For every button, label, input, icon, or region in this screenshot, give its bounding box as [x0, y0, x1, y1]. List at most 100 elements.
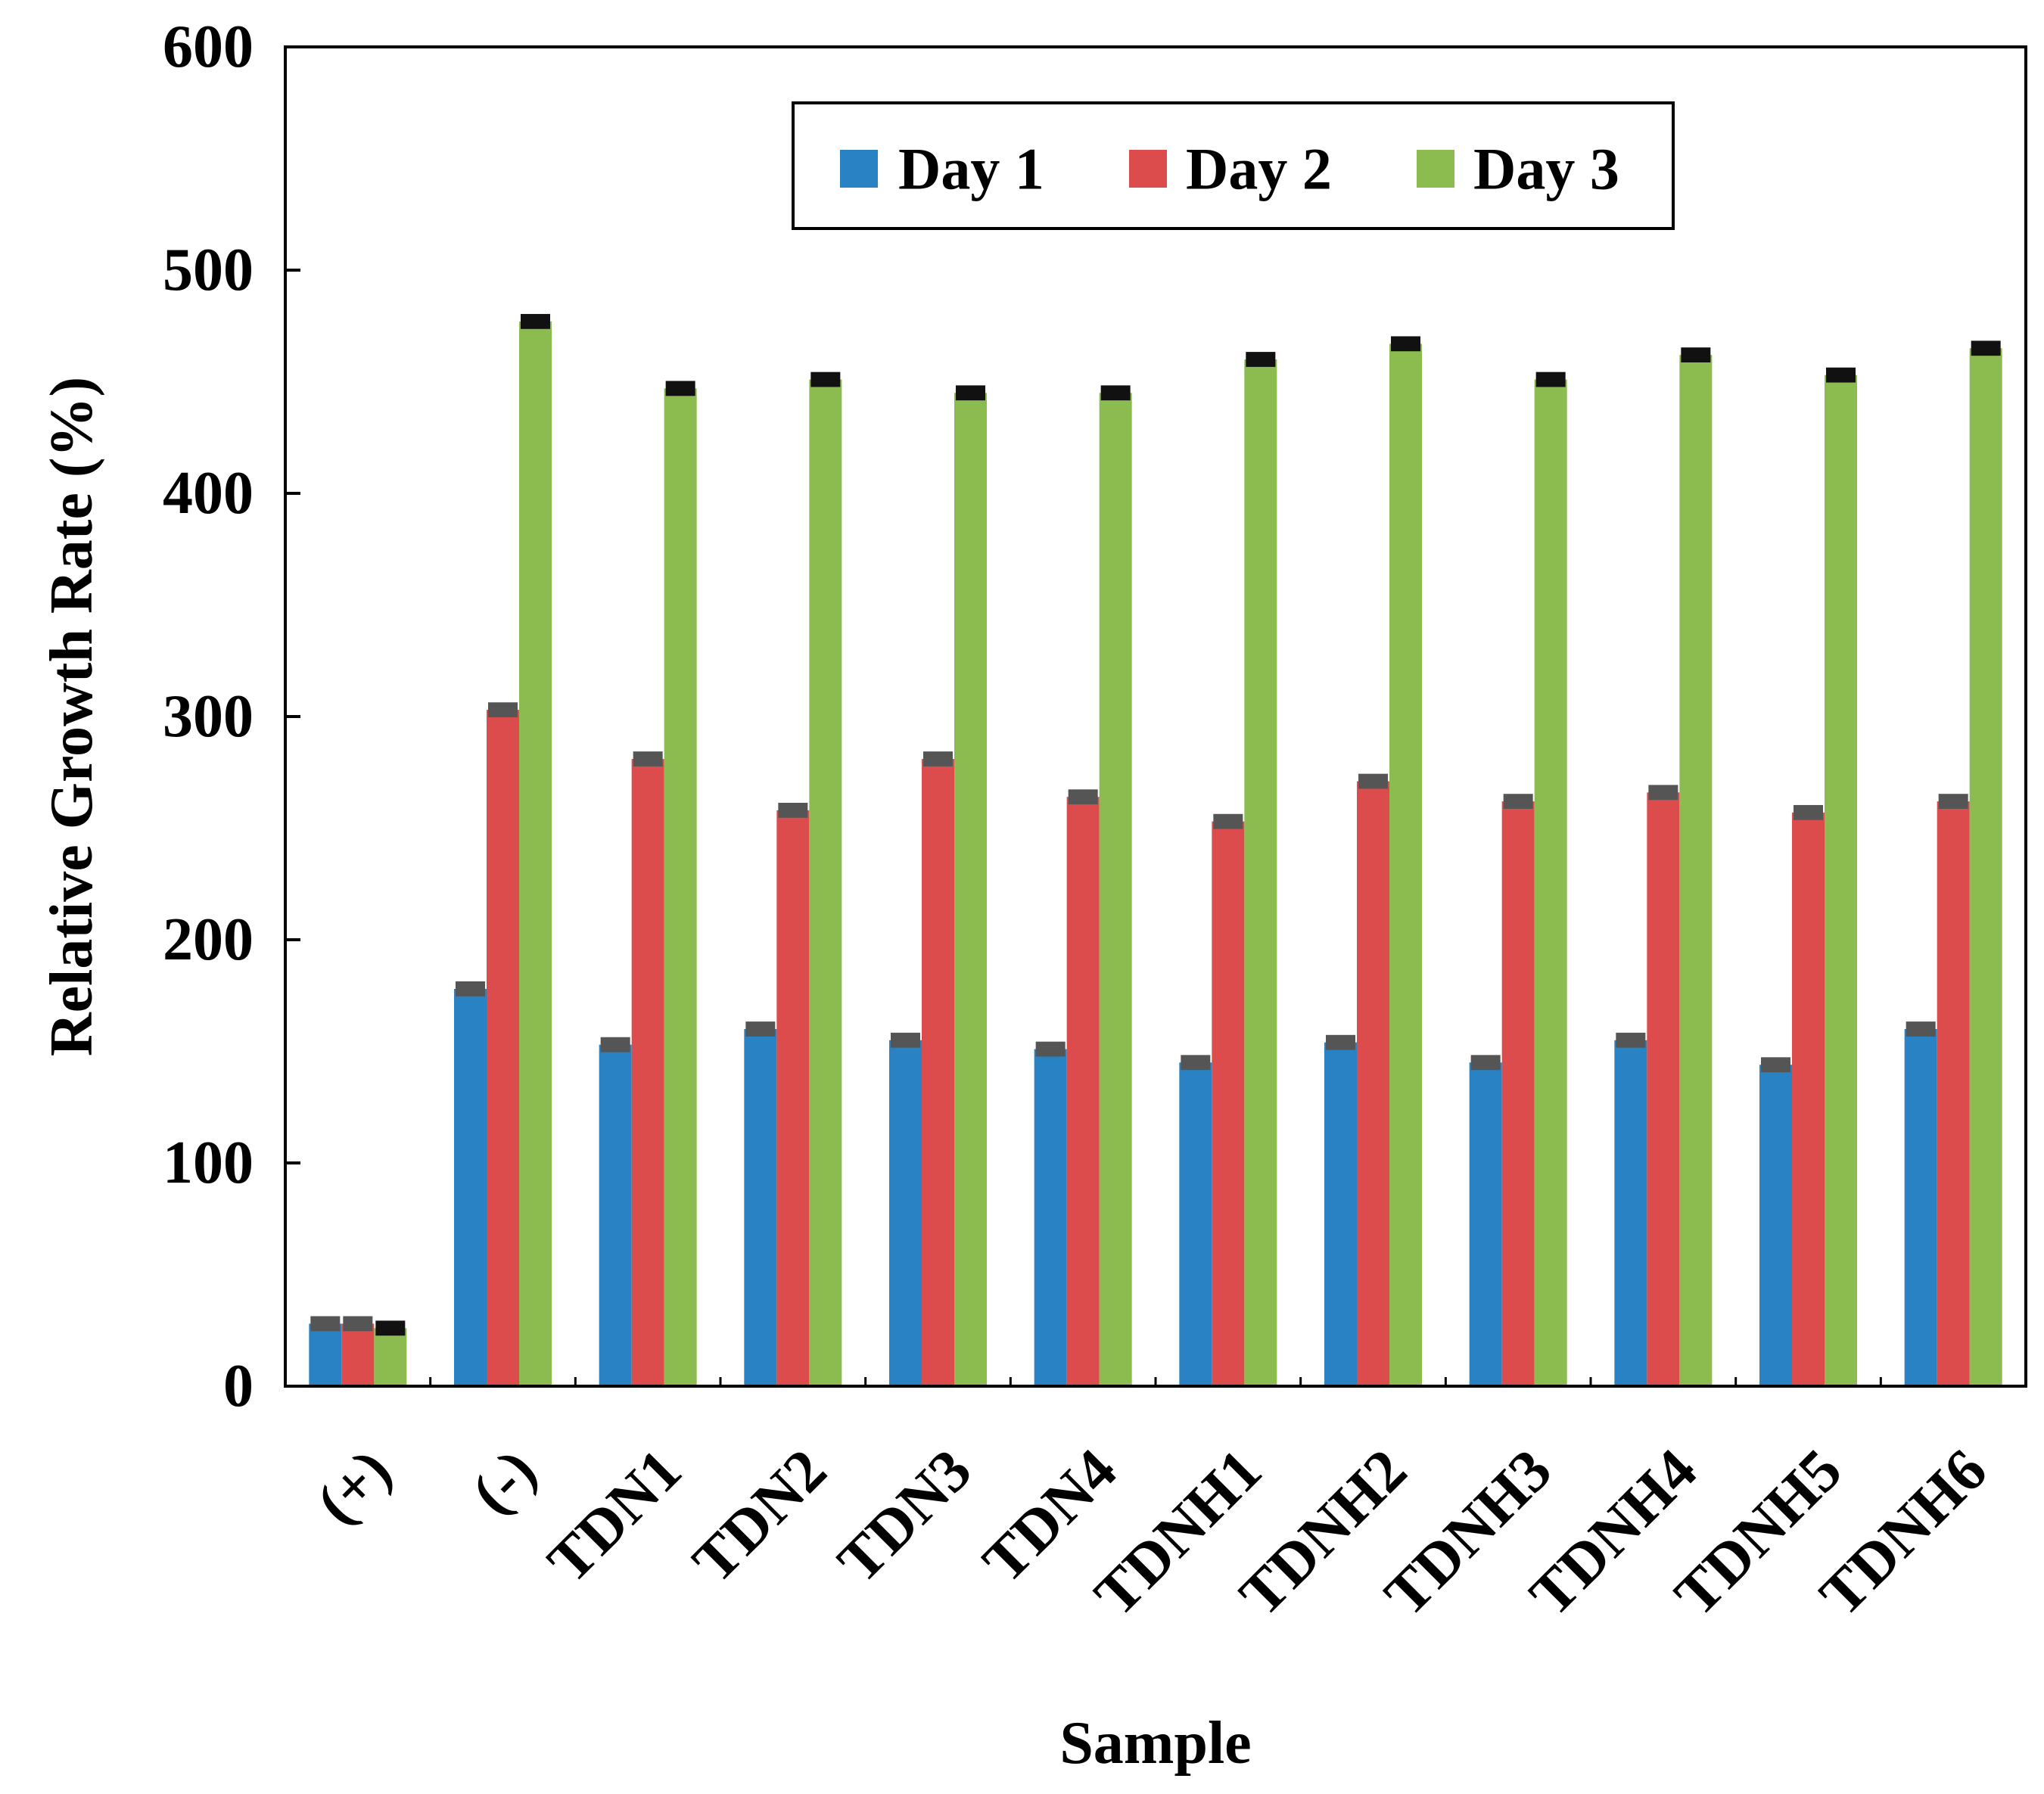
- bar-tdnh1-day-1: [1179, 1062, 1212, 1386]
- y-tick-label-100: 100: [163, 1130, 254, 1196]
- error-bar-tdn4-day-1: [1035, 1041, 1066, 1057]
- bars-layer: [309, 321, 2002, 1387]
- bar-tdnh6-day-3: [1969, 348, 2002, 1386]
- x-tick-label-tdn2: TDN2: [680, 1437, 839, 1596]
- error-bar-tdnh3-day-3: [1535, 372, 1566, 387]
- error-bar-tdnh6-day-3: [1971, 340, 2001, 356]
- error-bar-tdn4-day-3: [1100, 385, 1131, 401]
- bar-tdn3-day-3: [954, 393, 987, 1386]
- error-bar-positive-day-1: [310, 1316, 341, 1332]
- error-bar-tdnh4-day-1: [1616, 1032, 1646, 1048]
- legend-swatch-day-3: [1417, 150, 1454, 188]
- bar-tdn4-day-2: [1066, 797, 1100, 1386]
- error-bar-tdn1-day-2: [633, 751, 663, 766]
- bar-tdnh6-day-2: [1937, 801, 1970, 1386]
- bar-tdnh3-day-2: [1501, 801, 1535, 1386]
- bar-tdnh1-day-2: [1212, 821, 1245, 1386]
- bar-negative-day-2: [487, 710, 519, 1386]
- legend-swatch-day-2: [1129, 150, 1167, 188]
- error-bar-tdnh1-day-2: [1213, 813, 1243, 829]
- bar-tdn1-day-1: [599, 1044, 632, 1386]
- bar-tdn2-day-3: [809, 379, 842, 1386]
- bar-tdnh1-day-3: [1244, 359, 1277, 1386]
- bar-negative-day-3: [519, 321, 552, 1387]
- error-bar-tdn1-day-1: [600, 1037, 630, 1052]
- bar-tdnh4-day-1: [1614, 1040, 1647, 1386]
- error-bar-tdn4-day-2: [1068, 789, 1098, 805]
- y-ticks-layer: 0 100 200 300 400 500 600: [163, 14, 1882, 1419]
- error-bar-tdnh2-day-2: [1358, 773, 1388, 789]
- error-bar-tdnh6-day-2: [1938, 794, 1968, 809]
- bar-tdnh5-day-2: [1792, 812, 1825, 1386]
- bar-negative-day-1: [454, 988, 487, 1386]
- bar-tdn4-day-1: [1034, 1049, 1067, 1386]
- y-tick-label-600: 600: [163, 14, 254, 80]
- bar-tdn4-day-3: [1099, 393, 1132, 1386]
- error-bar-tdnh2-day-1: [1326, 1034, 1355, 1050]
- bar-tdn2-day-1: [744, 1029, 777, 1386]
- x-tick-label-tdn1: TDN1: [535, 1437, 694, 1596]
- error-bar-tdn2-day-2: [778, 803, 808, 818]
- y-tick-label-0: 0: [223, 1353, 254, 1419]
- y-axis-label: Relative Growth Rate (%): [39, 377, 105, 1056]
- error-bar-tdnh4-day-3: [1681, 347, 1711, 362]
- bar-positive-day-3: [374, 1328, 407, 1386]
- error-bar-tdnh5-day-3: [1826, 367, 1856, 383]
- error-bar-negative-day-1: [456, 981, 485, 996]
- bar-tdn3-day-1: [889, 1040, 922, 1386]
- x-tick-label-negative: (-): [459, 1437, 549, 1527]
- legend-label-day-1: Day 1: [898, 136, 1044, 202]
- error-bar-tdnh5-day-2: [1794, 804, 1823, 820]
- error-bar-tdnh3-day-1: [1470, 1055, 1501, 1071]
- bar-tdnh5-day-1: [1759, 1065, 1792, 1386]
- bar-tdnh6-day-1: [1904, 1029, 1937, 1386]
- bar-tdnh2-day-1: [1324, 1042, 1357, 1386]
- error-bar-tdn3-day-3: [956, 385, 985, 401]
- error-bar-tdnh1-day-3: [1246, 352, 1276, 367]
- x-tick-label-tdn3: TDN3: [826, 1437, 985, 1596]
- bar-tdnh2-day-3: [1389, 344, 1422, 1387]
- error-bar-tdnh6-day-1: [1906, 1021, 1936, 1037]
- legend: Day 1 Day 2 Day 3: [792, 101, 1675, 230]
- y-tick-label-400: 400: [163, 460, 254, 527]
- error-bar-tdnh2-day-3: [1391, 336, 1420, 352]
- legend-swatch-day-1: [840, 150, 878, 188]
- error-bar-tdn3-day-2: [923, 751, 953, 766]
- error-bar-tdnh5-day-1: [1761, 1057, 1790, 1073]
- error-bar-positive-day-3: [375, 1320, 406, 1336]
- error-bar-negative-day-3: [521, 313, 550, 329]
- error-bars-layer: [310, 313, 2001, 1336]
- bar-positive-day-1: [309, 1323, 342, 1386]
- legend-label-day-2: Day 2: [1186, 136, 1332, 202]
- bar-tdnh5-day-3: [1825, 375, 1857, 1386]
- bar-tdn1-day-3: [664, 388, 697, 1386]
- y-tick-label-300: 300: [163, 683, 254, 750]
- plot-frame: [284, 45, 2027, 1388]
- error-bar-positive-day-2: [343, 1316, 373, 1332]
- bar-tdnh4-day-3: [1679, 355, 1713, 1387]
- x-tick-labels-layer: (+) (-)TDN1TDN2TDN3TDN4TDNH1TDNH2TDNH3TDN…: [304, 1437, 1999, 1629]
- error-bar-tdnh3-day-2: [1503, 794, 1533, 809]
- legend-label-day-3: Day 3: [1473, 136, 1619, 202]
- bar-tdn3-day-2: [922, 759, 954, 1386]
- error-bar-tdn3-day-1: [891, 1032, 920, 1048]
- error-bar-tdn1-day-3: [665, 381, 695, 396]
- error-bar-tdn2-day-3: [810, 372, 841, 387]
- bar-tdn2-day-2: [776, 810, 810, 1386]
- bar-tdnh3-day-3: [1534, 379, 1567, 1386]
- bar-positive-day-2: [341, 1323, 375, 1386]
- y-tick-label-500: 500: [163, 237, 254, 303]
- error-bar-tdnh1-day-1: [1181, 1055, 1211, 1071]
- y-tick-label-200: 200: [163, 906, 254, 973]
- error-bar-tdnh4-day-2: [1648, 785, 1678, 801]
- legend-frame: [792, 101, 1675, 230]
- bar-tdnh3-day-1: [1469, 1062, 1502, 1386]
- error-bar-tdn2-day-1: [745, 1021, 776, 1037]
- bar-tdnh2-day-2: [1357, 781, 1389, 1386]
- bar-tdnh4-day-2: [1647, 792, 1680, 1386]
- error-bar-negative-day-2: [488, 702, 518, 718]
- bar-tdn1-day-2: [631, 759, 664, 1386]
- x-axis-label: Sample: [1059, 1710, 1251, 1777]
- x-tick-label-positive: (+): [304, 1437, 404, 1537]
